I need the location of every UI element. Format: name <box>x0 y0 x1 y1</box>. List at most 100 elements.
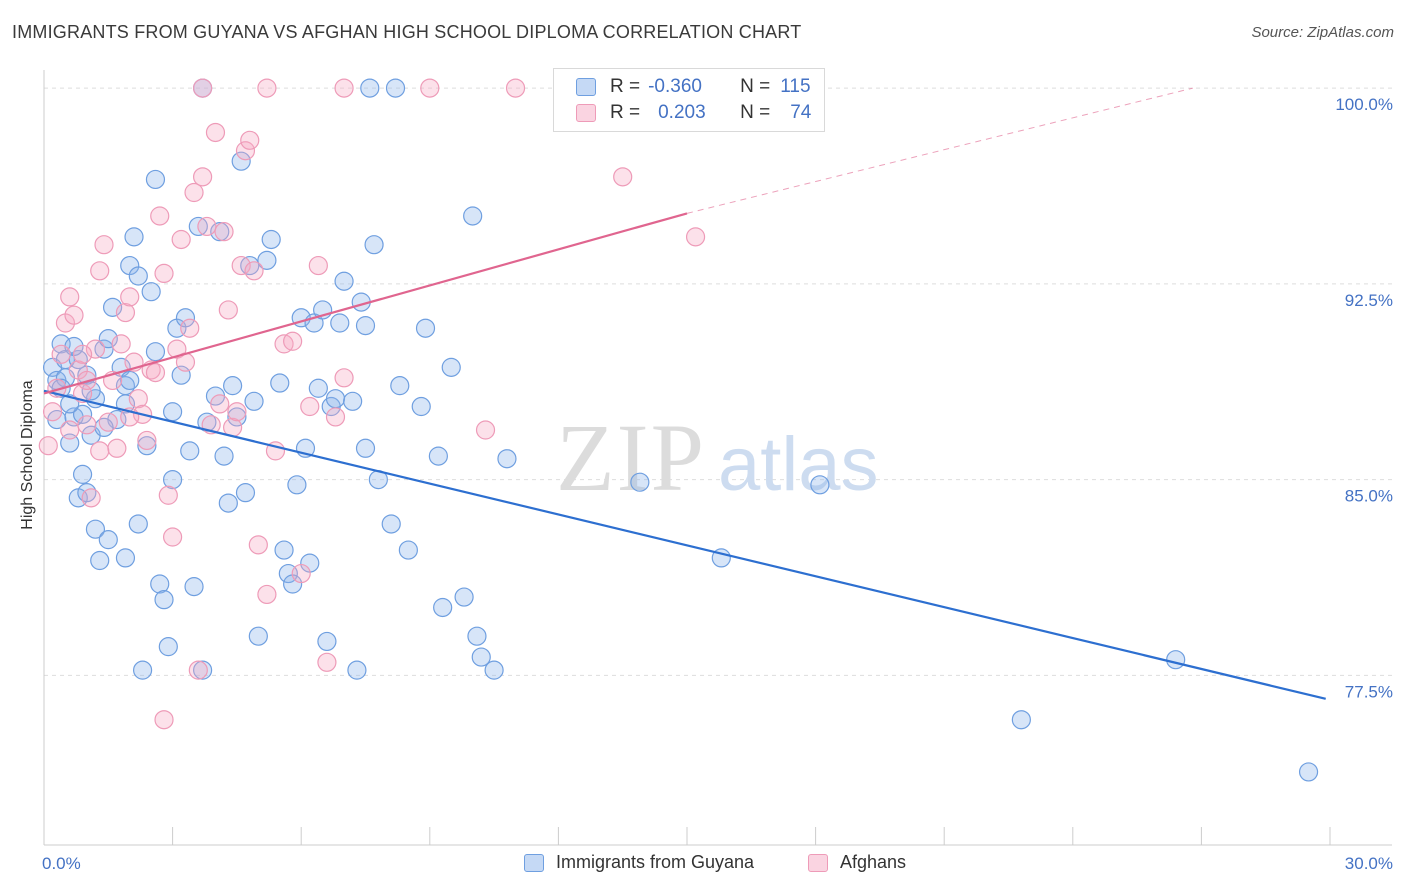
guyana-point <box>227 407 247 427</box>
afghan-trend-extension <box>686 87 1193 214</box>
guyana-point <box>347 660 367 680</box>
guyana-point <box>261 229 281 250</box>
data-points <box>38 78 1319 782</box>
afghan-point <box>334 78 354 98</box>
legend-r-value: 0.203 <box>658 102 706 123</box>
guyana-point <box>467 626 487 646</box>
afghan-swatch <box>808 853 828 872</box>
afghan-point <box>244 261 264 281</box>
guyana-point <box>193 660 213 680</box>
afghan-point <box>188 660 208 680</box>
guyana-point <box>210 222 230 242</box>
afghan-point <box>90 441 110 461</box>
guyana-point <box>257 250 277 270</box>
chart-title: IMMIGRANTS FROM GUYANA VS AFGHAN HIGH SC… <box>12 22 802 42</box>
watermark-atlas: atlas <box>718 422 879 507</box>
afghan-point <box>51 344 71 364</box>
legend-r-value: -0.360 <box>648 76 702 97</box>
x-tick-label: 0.0% <box>42 854 81 873</box>
guyana-point <box>398 540 418 560</box>
afghan-point <box>180 318 200 338</box>
afghan-point <box>94 235 114 255</box>
trend-lines <box>43 87 1326 700</box>
guyana-point <box>98 329 118 349</box>
guyana-point <box>137 436 157 456</box>
guyana-point <box>85 519 106 539</box>
bottom-legend-afghans: Afghans <box>808 852 906 873</box>
legend-n-value: 115 <box>780 76 811 97</box>
afghan-point <box>240 130 260 150</box>
guyana-point <box>274 540 294 560</box>
afghan-point <box>291 563 311 584</box>
guyana-point <box>325 389 346 409</box>
legend-n-value: 74 <box>790 102 812 123</box>
afghan-point <box>205 122 226 143</box>
afghan-point <box>235 141 256 161</box>
afghan-point <box>145 362 166 383</box>
guyana-point <box>60 394 80 414</box>
afghan-point <box>193 167 213 187</box>
guyana-point <box>90 550 110 571</box>
afghan-point <box>42 402 63 422</box>
watermark: ZIP atlas <box>556 404 879 511</box>
source-credit: Source: ZipAtlas.com <box>1251 24 1394 41</box>
guyana-point <box>355 438 376 458</box>
afghan-point <box>98 412 118 432</box>
axes <box>43 70 1392 846</box>
guyana-trend-line <box>43 389 1326 700</box>
guyana-point <box>381 514 401 534</box>
guyana-legend-label: Immigrants from Guyana <box>556 852 755 872</box>
guyana-point <box>1298 762 1319 782</box>
guyana-point <box>132 660 153 680</box>
afghan-point <box>300 396 320 417</box>
afghan-point <box>115 302 136 323</box>
gridlines <box>44 87 1392 676</box>
guyana-point <box>60 433 80 453</box>
afghan-point <box>420 78 440 98</box>
guyana-point <box>334 271 354 291</box>
afghan-point <box>257 78 277 98</box>
guyana-point <box>128 514 148 534</box>
guyana-point <box>287 475 307 495</box>
guyana-point <box>102 297 123 317</box>
afghan-point <box>171 229 191 250</box>
guyana-point <box>150 574 170 594</box>
guyana-point <box>428 446 448 466</box>
afghan-swatch <box>576 104 596 122</box>
guyana-swatch <box>576 78 596 96</box>
afghan-point <box>227 402 247 422</box>
afghan-point <box>475 420 496 440</box>
afghan-point <box>218 300 238 320</box>
guyana-point <box>128 266 148 286</box>
afghan-point <box>128 389 148 409</box>
legend-row-afghans: R = 0.203 N = 74 <box>576 100 811 126</box>
guyana-point <box>484 660 504 680</box>
guyana-point <box>390 376 410 396</box>
afghan-point <box>107 438 127 458</box>
afghan-point <box>60 287 80 307</box>
guyana-point <box>184 577 204 597</box>
guyana-point <box>385 78 406 98</box>
guyana-point <box>471 647 491 667</box>
afghan-point <box>257 584 277 605</box>
guyana-point <box>441 357 461 377</box>
legend-n-label: N = <box>740 76 771 97</box>
guyana-point <box>180 441 200 461</box>
guyana-point <box>454 587 474 607</box>
guyana-point <box>1011 710 1031 730</box>
afghan-point <box>90 261 110 281</box>
afghan-point <box>111 334 131 354</box>
afghan-point <box>150 206 170 226</box>
afghan-point <box>158 485 178 505</box>
guyana-point <box>433 597 453 618</box>
guyana-point <box>214 446 234 466</box>
afghan-point <box>64 305 84 325</box>
guyana-point <box>355 316 376 336</box>
guyana-point <box>145 169 166 190</box>
afghan-point <box>137 430 157 451</box>
guyana-point <box>330 313 350 333</box>
afghan-point <box>81 488 101 508</box>
afghan-point <box>154 263 174 284</box>
afghan-point <box>325 407 346 427</box>
